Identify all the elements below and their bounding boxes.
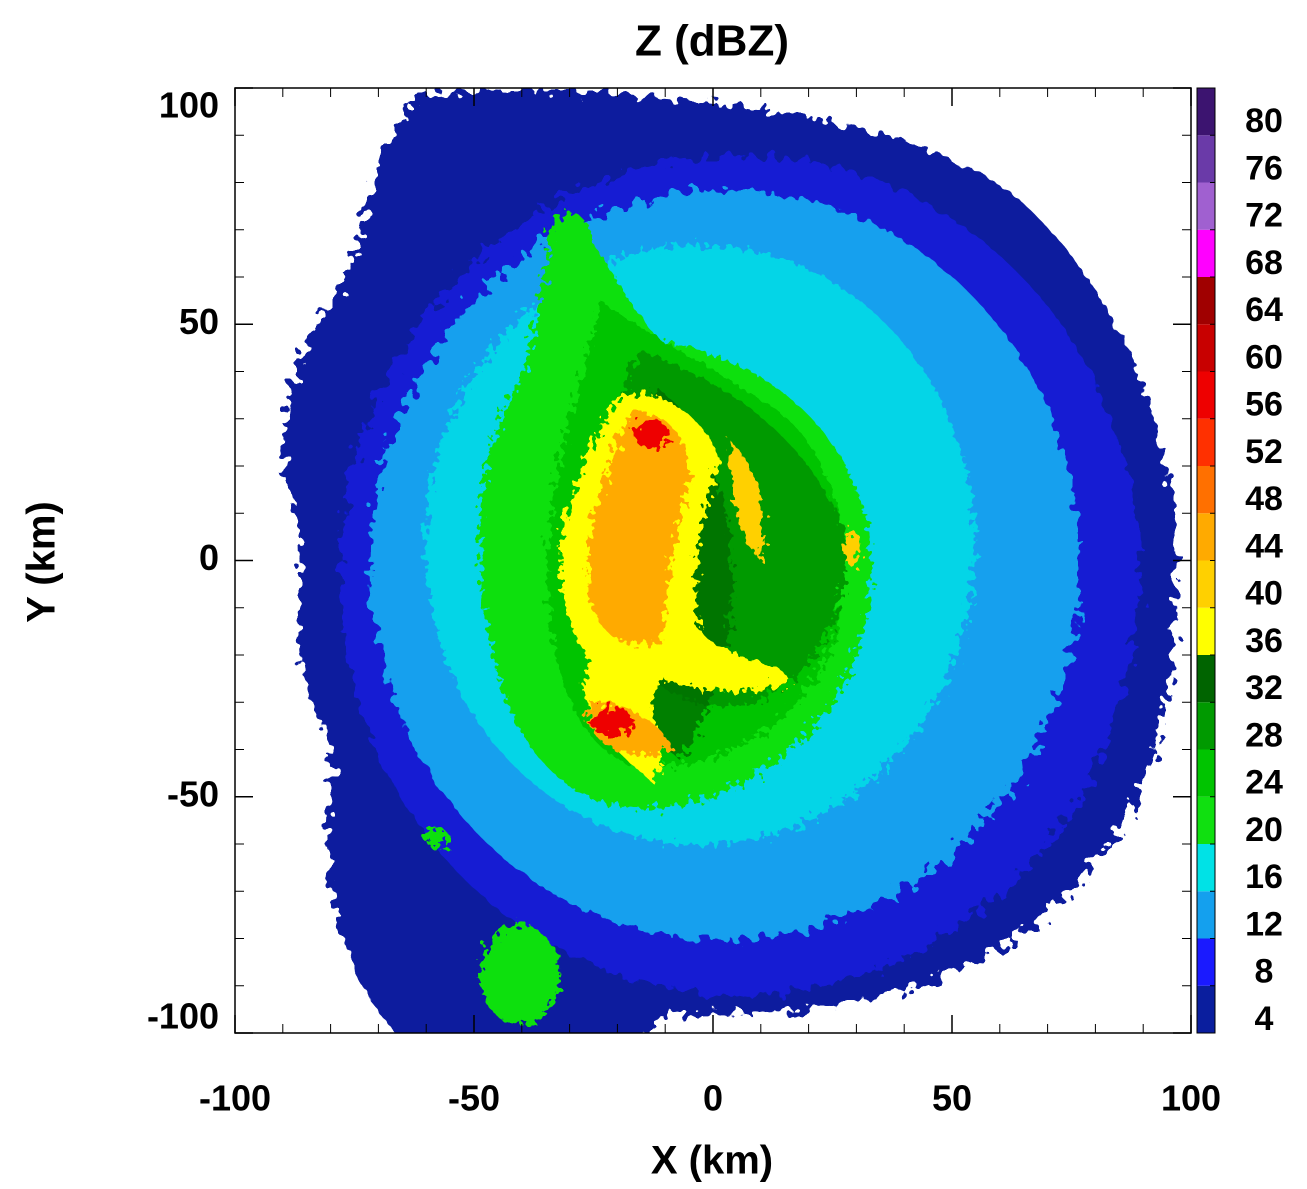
colorbar-bin	[1197, 513, 1215, 561]
colorbar-bin	[1197, 466, 1215, 514]
colorbar-label: 44	[1245, 527, 1283, 565]
y-tick-label: 50	[179, 301, 219, 342]
y-tick-label: -100	[147, 996, 219, 1037]
colorbar-bin	[1197, 655, 1215, 703]
echo-56	[590, 708, 634, 736]
colorbar-bin	[1197, 229, 1215, 277]
colorbar-bin	[1197, 277, 1215, 325]
y-tick-label: 100	[159, 85, 219, 126]
colorbar-label: 48	[1245, 480, 1283, 518]
colorbar-label: 52	[1245, 433, 1283, 471]
colorbar-bin	[1197, 88, 1215, 136]
y-tick-label: -50	[167, 773, 219, 814]
colorbar-frame	[1196, 87, 1216, 1034]
colorbar-label: 60	[1245, 338, 1283, 376]
colorbar-bin	[1197, 702, 1215, 750]
x-tick-label: 100	[1161, 1078, 1221, 1119]
colorbar-bin	[1197, 560, 1215, 608]
x-tick-label: 0	[703, 1078, 723, 1119]
echo-40	[844, 530, 860, 566]
colorbar-label: 36	[1245, 622, 1283, 660]
colorbar-label: 4	[1255, 1000, 1274, 1038]
colorbar-label: 20	[1245, 811, 1283, 849]
colorbar-bin	[1197, 371, 1215, 419]
echo-40	[730, 440, 764, 560]
colorbar-bin	[1197, 607, 1215, 655]
colorbar-bin	[1197, 844, 1215, 892]
echo-20	[425, 828, 449, 848]
radar-echo	[284, 90, 1177, 1033]
colorbar-label: 76	[1245, 149, 1283, 187]
y-axis-label: Y (km)	[20, 501, 64, 623]
colorbar-label: 8	[1255, 953, 1274, 991]
colorbar-label: 12	[1245, 905, 1283, 943]
colorbar-bin	[1197, 938, 1215, 986]
colorbar-label: 16	[1245, 858, 1283, 896]
colorbar-label: 40	[1245, 575, 1283, 613]
x-axis-label: X (km)	[651, 1139, 773, 1183]
echo-20	[480, 925, 560, 1025]
colorbar-label: 80	[1245, 102, 1283, 140]
colorbar-label: 68	[1245, 244, 1283, 282]
colorbar-label: 24	[1245, 764, 1283, 802]
x-tick-label: -50	[448, 1078, 500, 1119]
echo-56	[634, 421, 670, 449]
x-tick-label: -100	[199, 1078, 271, 1119]
chart-title: Z (dBZ)	[635, 17, 789, 66]
colorbar-label: 72	[1245, 197, 1283, 235]
colorbar-bin	[1197, 985, 1215, 1033]
colorbar-label: 32	[1245, 669, 1283, 707]
colorbar-bin	[1197, 749, 1215, 797]
colorbar-bin	[1197, 891, 1215, 939]
y-tick-label: 0	[199, 537, 219, 578]
colorbar-label: 28	[1245, 716, 1283, 754]
colorbar-bin	[1197, 796, 1215, 844]
colorbar-bin	[1197, 324, 1215, 372]
colorbar-bin	[1197, 418, 1215, 466]
echo-44	[587, 410, 690, 644]
colorbar-bin	[1197, 135, 1215, 183]
colorbar-label: 64	[1245, 291, 1283, 329]
echo-20	[548, 214, 592, 266]
colorbar-bin	[1197, 182, 1215, 230]
colorbar-label: 56	[1245, 386, 1283, 424]
x-tick-label: 50	[932, 1078, 972, 1119]
